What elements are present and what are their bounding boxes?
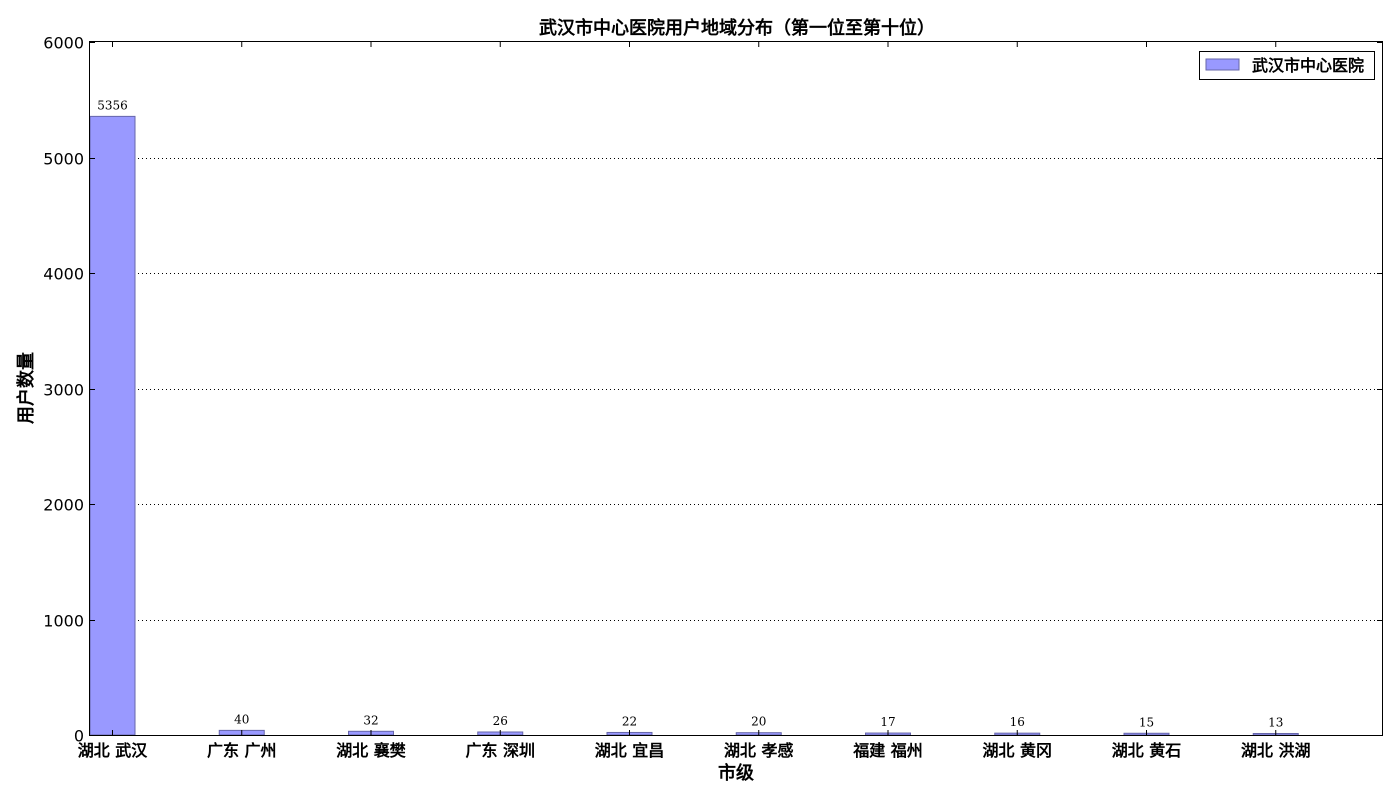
x-tick-label: 湖北 武汉 <box>78 741 149 760</box>
x-tick-label: 湖北 孝感 <box>724 741 794 760</box>
x-tick-label: 湖北 黄石 <box>1112 741 1182 760</box>
y-axis-ticks: 0 1000 2000 3000 4000 5000 6000 <box>43 34 1382 746</box>
x-tick-label: 湖北 襄樊 <box>336 741 407 760</box>
legend-swatch <box>1205 58 1240 71</box>
gridlines <box>90 158 1382 621</box>
x-tick-label: 湖北 黄冈 <box>982 741 1052 760</box>
chart-title: 武汉市中心医院用户地域分布（第一位至第十位） <box>539 17 935 39</box>
y-tick-label: 0 <box>74 727 84 746</box>
x-axis-label: 市级 <box>718 762 755 784</box>
y-axis-label: 用户数量 <box>15 352 37 424</box>
plot-area-frame <box>89 41 1383 736</box>
bar <box>89 115 136 736</box>
x-tick-label: 广东 广州 <box>207 741 277 760</box>
bars <box>89 115 1299 736</box>
legend-label: 武汉市中心医院 <box>1252 56 1364 75</box>
data-label: 17 <box>880 715 895 729</box>
x-axis-ticks: 湖北 武汉 广东 广州 湖北 襄樊 广东 深圳 湖北 宜昌 湖北 孝感 福建 福州 湖北 黄冈… <box>78 42 1311 760</box>
data-label: 20 <box>751 715 766 729</box>
x-tick-label: 湖北 宜昌 <box>595 741 665 760</box>
data-label: 5356 <box>97 98 128 112</box>
data-label: 26 <box>493 714 508 728</box>
legend: 武汉市中心医院 <box>1199 51 1375 80</box>
data-label: 22 <box>622 714 637 728</box>
x-tick-label: 福建 福州 <box>852 741 923 760</box>
y-tick-label: 1000 <box>43 612 84 631</box>
y-tick-label: 4000 <box>43 265 84 284</box>
x-tick-label: 湖北 洪湖 <box>1241 741 1311 760</box>
data-label: 15 <box>1139 715 1154 729</box>
y-tick-label: 3000 <box>43 381 84 400</box>
y-tick-label: 6000 <box>43 34 84 53</box>
y-tick-label: 2000 <box>43 496 84 515</box>
data-label: 16 <box>1010 715 1025 729</box>
data-labels: 5356 40 32 26 22 20 17 16 15 13 <box>97 98 1283 729</box>
data-label: 40 <box>234 712 249 726</box>
data-label: 13 <box>1268 715 1283 729</box>
y-tick-label: 5000 <box>43 150 84 169</box>
data-label: 32 <box>363 713 378 727</box>
x-tick-label: 广东 深圳 <box>465 741 535 760</box>
